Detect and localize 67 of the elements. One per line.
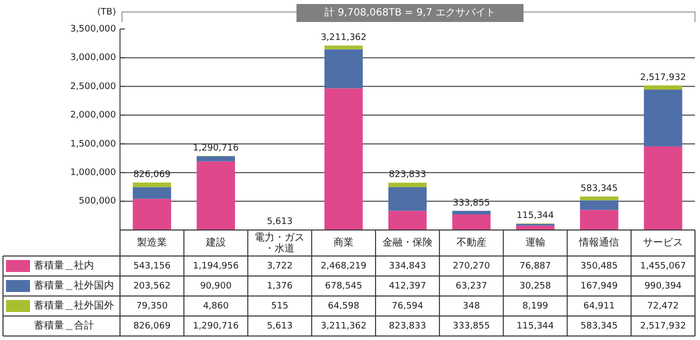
ylabel: (TB) (97, 7, 116, 18)
y-tick-label: 3,500,000 (70, 24, 116, 34)
data-label: 678,545 (325, 281, 362, 292)
data-label: 64,598 (328, 301, 360, 312)
text: 3,211,362 (320, 321, 367, 332)
data-label: 3,722 (266, 261, 293, 272)
text: 115,344 (516, 321, 554, 332)
bar (132, 187, 172, 199)
bar (388, 182, 427, 188)
bar (452, 210, 491, 214)
data-label: 2,468,219 (320, 261, 367, 272)
data-label: 4,860 (202, 301, 229, 312)
data-label: 270,270 (452, 261, 490, 272)
bar (132, 198, 172, 230)
data-label: 90,900 (200, 281, 232, 292)
data-label: 167,949 (580, 281, 618, 292)
chart-title: 計 9,708,068TB = 9,7 エクサバイト (324, 6, 496, 19)
bar (196, 156, 235, 162)
bar (388, 210, 427, 230)
bar (644, 85, 682, 90)
bar (580, 196, 618, 200)
y-tick-label: 2,500,000 (70, 82, 116, 92)
text: 333,855 (452, 321, 490, 332)
bar (324, 88, 363, 230)
data-label: 8,199 (522, 301, 548, 312)
bar (580, 200, 618, 210)
data-label: 350,485 (580, 261, 618, 272)
y-tick-label: 1,000,000 (70, 168, 116, 178)
data-label: 1,455,067 (640, 261, 686, 272)
data-label: 348 (462, 301, 480, 312)
data-label: 72,472 (647, 301, 679, 312)
y-tick-label: 2,000,000 (70, 110, 116, 121)
bar (324, 49, 363, 88)
data-label: 543,156 (133, 261, 171, 272)
bar (452, 214, 491, 230)
text: 583,345 (580, 321, 618, 332)
bar (388, 187, 427, 211)
data-label: 515 (271, 301, 288, 312)
data-label: 334,843 (388, 261, 426, 272)
bar (132, 182, 172, 188)
title: 計 9,708,068TB = 9,7 エクサバイト (296, 4, 524, 22)
text: 5,613 (266, 321, 293, 332)
bar (580, 210, 618, 230)
bar (324, 46, 363, 50)
y-tick-label: 500,000 (78, 196, 116, 207)
y-tick-label: 3,000,000 (70, 53, 116, 64)
text: 1,290,716 (192, 321, 239, 332)
data-label: 79,350 (136, 301, 168, 312)
data-label: 1,376 (266, 281, 293, 292)
data-label: 76,887 (520, 261, 552, 272)
bar (644, 146, 682, 230)
data-label: 412,397 (388, 281, 426, 292)
data-label: 76,594 (392, 301, 424, 312)
bar (516, 226, 554, 230)
data-label: 30,258 (520, 281, 552, 292)
text: 826,069 (133, 321, 171, 332)
data-label: 1,194,956 (192, 261, 240, 272)
annotation: 蓄積量＿合計 (34, 320, 94, 332)
data-label: 63,237 (456, 281, 488, 292)
data-label: 64,911 (583, 301, 615, 312)
data-label: 203,562 (133, 281, 171, 292)
bar (196, 161, 235, 230)
data-label: 990,394 (644, 281, 682, 292)
bar (644, 90, 682, 146)
y-tick-label: 1,500,000 (70, 139, 116, 150)
text: 823,833 (388, 321, 426, 332)
text: 2,517,932 (640, 321, 686, 332)
